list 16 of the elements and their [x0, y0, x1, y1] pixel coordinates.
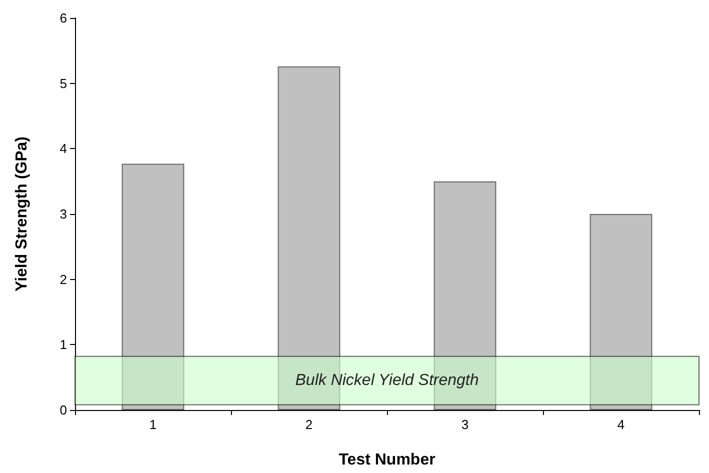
x-tick-label: 3 [461, 417, 469, 432]
y-tick-label: 6 [60, 10, 67, 26]
y-tick-label: 4 [60, 141, 67, 156]
y-tick-label: 3 [60, 206, 67, 222]
bar [590, 214, 652, 410]
y-tick-label: 2 [60, 272, 67, 287]
x-tick-label: 1 [149, 417, 157, 432]
y-tick-label: 0 [60, 402, 67, 418]
x-tick-label: 4 [617, 417, 625, 432]
x-tick-label: 2 [305, 417, 313, 432]
y-tick-label: 1 [60, 337, 67, 352]
band-label: Bulk Nickel Yield Strength [295, 372, 479, 390]
y-tick-label: 5 [60, 76, 67, 91]
x-axis-title: Test Number [338, 452, 436, 468]
y-axis-title: Yield Strength (GPa) [14, 136, 30, 292]
bar [122, 164, 184, 410]
